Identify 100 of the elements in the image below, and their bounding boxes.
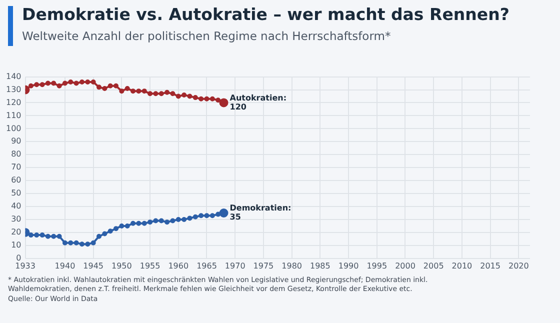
point: [62, 80, 68, 86]
x-tick-label: 1970: [224, 261, 246, 270]
point: [187, 94, 192, 99]
point: [85, 242, 90, 247]
point: [124, 86, 130, 91]
y-tick-label: 40: [11, 202, 22, 211]
y-tick-label: 120: [6, 98, 22, 107]
point: [192, 214, 198, 220]
point: [216, 212, 221, 217]
x-tick-label: 2020: [508, 261, 529, 270]
point: [153, 91, 158, 96]
point: [170, 91, 176, 96]
point: [34, 82, 40, 88]
point: [210, 213, 215, 218]
y-tick-label: 50: [11, 188, 22, 198]
y-tick-label: 20: [11, 228, 22, 237]
point: [142, 220, 147, 226]
y-tick-label: 80: [11, 150, 22, 159]
point: [96, 234, 102, 239]
point: [176, 216, 181, 222]
point: [79, 79, 84, 84]
point: [56, 83, 62, 88]
point: [28, 232, 34, 238]
x-tick-label: 1975: [253, 261, 274, 270]
point: [74, 240, 79, 246]
point: [216, 98, 221, 103]
point: [182, 92, 187, 98]
x-tick-label: 2010: [452, 261, 472, 270]
point: [34, 232, 40, 238]
x-tick-label: 1955: [140, 261, 160, 270]
x-tick-label: 1995: [366, 261, 388, 270]
point: [142, 88, 147, 94]
point: [68, 240, 74, 246]
point: [198, 96, 204, 102]
y-tick-label: 100: [6, 124, 22, 133]
point: [90, 79, 96, 84]
point: [28, 83, 34, 88]
x-tick-label: 1950: [112, 261, 132, 270]
y-tick-label: 90: [11, 136, 22, 146]
y-tick-label: 140: [6, 72, 22, 81]
point: [85, 79, 90, 84]
point: [210, 96, 215, 102]
point: [187, 216, 192, 221]
x-tick-label: 2005: [423, 261, 444, 270]
point: [51, 80, 56, 86]
point: [148, 91, 153, 96]
y-tick-label: 10: [11, 240, 22, 250]
point: [158, 218, 164, 224]
y-tick-label: 60: [11, 176, 22, 185]
point: [102, 231, 108, 236]
point: [108, 83, 113, 88]
point: [119, 223, 124, 228]
point: [119, 88, 124, 94]
point: [90, 240, 96, 246]
y-tick-label: 30: [11, 214, 22, 224]
point: [192, 95, 198, 100]
point: [130, 220, 136, 226]
x-tick-label: 1960: [168, 261, 189, 270]
point: [124, 223, 130, 228]
point: [136, 88, 142, 94]
x-tick-label: 1945: [83, 261, 104, 270]
y-tick-label: 130: [6, 84, 22, 94]
point: [153, 218, 158, 224]
point: [158, 91, 164, 96]
point: [79, 242, 84, 247]
chart-title: Demokratie vs. Autokratie – wer macht das Rennen?: [22, 4, 510, 26]
point: [40, 82, 45, 88]
x-tick-label: 1985: [310, 261, 330, 270]
x-tick-label: 2015: [480, 261, 500, 270]
x-tick-label: 1990: [338, 261, 359, 270]
point: [170, 218, 176, 224]
point: [204, 96, 210, 102]
point: [198, 213, 204, 218]
point: [56, 234, 62, 239]
annotation: Autokratien: 120: [230, 93, 287, 112]
y-tick-label: 70: [11, 162, 22, 172]
point: [164, 90, 170, 95]
x-tick-label: 1940: [54, 261, 76, 270]
point: [114, 226, 119, 232]
point: [176, 94, 181, 99]
x-tick-label: 1980: [282, 261, 302, 270]
point: [148, 220, 153, 225]
y-tick-label: 110: [6, 110, 22, 120]
point: [51, 234, 56, 239]
point: [114, 83, 119, 88]
point: [102, 86, 108, 91]
point: [40, 232, 45, 238]
chart-subtitle: Weltweite Anzahl der politischen Regime nach Herrschaftsform*: [22, 29, 392, 43]
y-tick-label: 0: [16, 253, 22, 262]
annotation: Demokratien: 35: [230, 204, 292, 222]
point: [130, 88, 136, 94]
x-tick-label: 1965: [196, 261, 217, 270]
point: [74, 80, 79, 86]
point: [96, 84, 102, 90]
point: [68, 79, 74, 84]
point: [164, 220, 170, 225]
point: [182, 216, 187, 222]
x-tick-label: 1933: [15, 261, 36, 270]
point: [108, 228, 113, 234]
point: [204, 213, 210, 218]
